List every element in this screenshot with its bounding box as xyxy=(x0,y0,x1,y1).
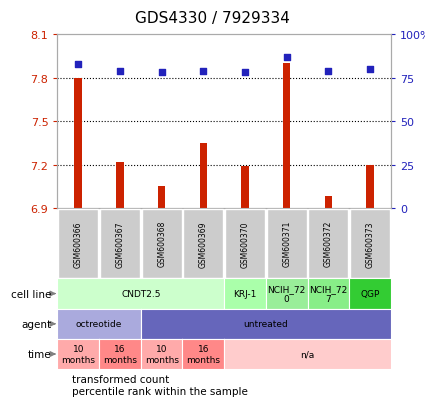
Text: cell line: cell line xyxy=(11,289,51,299)
Bar xyxy=(100,209,140,278)
Text: octreotide: octreotide xyxy=(76,320,122,328)
Text: agent: agent xyxy=(21,319,51,329)
Text: KRJ-1: KRJ-1 xyxy=(233,290,257,298)
Bar xyxy=(58,209,98,278)
Point xyxy=(116,68,123,75)
Text: percentile rank within the sample: percentile rank within the sample xyxy=(72,386,248,396)
Bar xyxy=(283,64,291,209)
Text: GSM600371: GSM600371 xyxy=(282,221,291,267)
Bar xyxy=(325,197,332,209)
Text: time: time xyxy=(27,349,51,359)
Bar xyxy=(350,209,390,278)
Bar xyxy=(74,78,82,209)
Bar xyxy=(241,166,249,209)
Text: transformed count: transformed count xyxy=(72,374,170,384)
Text: GSM600369: GSM600369 xyxy=(199,221,208,267)
Bar xyxy=(183,209,224,278)
Bar xyxy=(158,187,165,209)
Bar xyxy=(116,162,124,209)
Point xyxy=(158,70,165,76)
Text: 16
months: 16 months xyxy=(186,344,220,364)
Text: untreated: untreated xyxy=(244,320,288,328)
Text: GSM600366: GSM600366 xyxy=(74,221,83,267)
Text: 16
months: 16 months xyxy=(103,344,137,364)
Text: GDS4330 / 7929334: GDS4330 / 7929334 xyxy=(135,11,290,26)
Text: 10
months: 10 months xyxy=(144,344,178,364)
Text: n/a: n/a xyxy=(300,350,315,358)
Text: NCIH_72
7: NCIH_72 7 xyxy=(309,284,348,304)
Text: GSM600370: GSM600370 xyxy=(241,221,249,267)
Point xyxy=(75,61,82,68)
Text: GSM600367: GSM600367 xyxy=(116,221,125,267)
Bar xyxy=(200,143,207,209)
Text: GSM600373: GSM600373 xyxy=(366,221,375,267)
Bar xyxy=(309,209,348,278)
Text: 10
months: 10 months xyxy=(61,344,95,364)
Text: NCIH_72
0: NCIH_72 0 xyxy=(268,284,306,304)
Text: GSM600372: GSM600372 xyxy=(324,221,333,267)
Text: CNDT2.5: CNDT2.5 xyxy=(121,290,161,298)
Bar xyxy=(225,209,265,278)
Bar xyxy=(366,165,374,209)
Text: GSM600368: GSM600368 xyxy=(157,221,166,267)
Point xyxy=(200,68,207,75)
Bar xyxy=(267,209,307,278)
Bar xyxy=(142,209,181,278)
Text: QGP: QGP xyxy=(360,290,380,298)
Point xyxy=(367,66,374,73)
Point xyxy=(325,68,332,75)
Point xyxy=(283,55,290,61)
Point xyxy=(242,70,249,76)
